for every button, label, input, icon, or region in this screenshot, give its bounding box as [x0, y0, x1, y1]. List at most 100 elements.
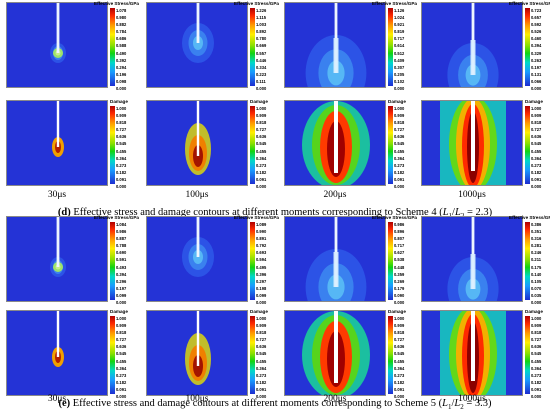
colorbar [388, 8, 393, 86]
colorbar-tick-label: 0.197 [116, 285, 127, 291]
colorbar-tick-label: 1.000 [256, 106, 267, 111]
colorbar-title: Effective Stress/GPa [509, 1, 550, 6]
colorbar-tick-label: 0.000 [256, 184, 267, 190]
colorbar-tick-label: 0.723 [531, 8, 542, 13]
colorbar-tick-label: 0.986 [394, 222, 405, 227]
colorbar-tick-label: 0.493 [116, 264, 127, 270]
damage-plot [6, 100, 108, 186]
colorbar-ticks: 1.000 0.909 0.818 0.727 0.636 0.545 0.455 0.364… [531, 105, 550, 189]
colorbar-title: Damage [250, 309, 268, 314]
colorbar-ticks: 1.000 0.909 0.818 0.727 0.636 0.545 0.455 0.364… [394, 315, 414, 399]
colorbar-tick-label: 0.727 [256, 337, 267, 343]
colorbar-tick-label: 0.657 [531, 15, 542, 21]
colorbar-tick-label: 0.297 [256, 278, 267, 284]
colorbar-tick-label: 0.545 [116, 141, 127, 147]
damage-panel: Damage 1.000 0.909 0.818 0.727 0.636 0.545 0.45… [6, 309, 134, 399]
caption-sub1: 1 [447, 403, 452, 412]
time-label: 200μs [323, 190, 347, 200]
colorbar-tick-label: 0.351 [531, 229, 542, 235]
colorbar-tick-label: 0.980 [116, 15, 127, 21]
colorbar-tick-label: 0.205 [394, 71, 405, 77]
damage-plot [421, 310, 523, 396]
caption-slash: / [451, 398, 455, 409]
colorbar-tick-label: 0.000 [394, 184, 405, 190]
damage-panel: Damage 1.000 0.909 0.818 0.727 0.636 0.545 0.45… [421, 309, 549, 399]
colorbar-tick-label: 1.000 [394, 316, 405, 321]
colorbar-title: Effective Stress/GPa [234, 215, 279, 220]
colorbar-tick-label: 0.788 [116, 243, 127, 249]
stress-contour-image [422, 217, 522, 301]
colorbar-tick-label: 0.545 [116, 351, 127, 357]
colorbar-tick-label: 0.455 [256, 148, 267, 154]
colorbar-tick-label: 0.455 [394, 358, 405, 364]
stress-panel: Effective Stress/GPa 0.986 0.896 0.807 0.717… [284, 215, 417, 305]
colorbar [525, 106, 530, 184]
colorbar-tick-label: 0.000 [531, 394, 542, 400]
colorbar-tick-label: 1.078 [116, 8, 127, 13]
colorbar [110, 222, 115, 300]
colorbar-tick-label: 0.545 [256, 141, 267, 147]
stress-panel: Effective Stress/GPa 0.723 0.657 0.592 0.526… [421, 1, 550, 91]
colorbar-tick-label: 0.446 [256, 57, 267, 63]
stress-contour-image [147, 3, 247, 87]
stress-panel: Effective Stress/GPa 1.126 1.024 0.921 0.819… [284, 1, 417, 91]
colorbar-tick-label: 0.669 [256, 43, 267, 49]
stress-contour-image [147, 217, 247, 301]
colorbar-ticks: 0.723 0.657 0.592 0.526 0.460 0.394 0.329 0.263… [531, 7, 550, 91]
colorbar-tick-label: 0.892 [256, 29, 267, 35]
colorbar-tick-label: 0.614 [394, 43, 405, 49]
colorbar-tick-label: 0.175 [531, 264, 542, 270]
damage-contour-image [7, 101, 107, 185]
colorbar-tick-label: 0.818 [531, 120, 542, 126]
colorbar-tick-label: 0.182 [394, 169, 405, 175]
colorbar-tick-label: 0.636 [531, 344, 542, 350]
colorbar-tick-label: 0.717 [394, 36, 405, 42]
colorbar-tick-label: 0.000 [256, 300, 267, 306]
colorbar-tick-label: 0.211 [531, 257, 542, 263]
damage-plot [146, 100, 248, 186]
colorbar-title: Damage [525, 99, 543, 104]
colorbar-tick-label: 0.636 [116, 344, 127, 350]
colorbar-tick-label: 0.182 [116, 169, 127, 175]
colorbar-tick-label: 0.198 [256, 285, 267, 291]
damage-plot [146, 310, 248, 396]
damage-panel: Damage 1.000 0.909 0.818 0.727 0.636 0.545 0.45… [146, 99, 274, 189]
colorbar-title: Effective Stress/GPa [94, 215, 139, 220]
colorbar-tick-label: 0.091 [116, 386, 127, 392]
colorbar-tick-label: 0.545 [394, 351, 405, 357]
colorbar-tick-label: 0.000 [256, 394, 267, 400]
colorbar-tick-label: 0.000 [394, 394, 405, 400]
colorbar-tick-label: 0.000 [394, 86, 405, 92]
colorbar-tick-label: 1.000 [116, 106, 127, 111]
colorbar-tick-label: 0.364 [394, 155, 405, 161]
colorbar-tick-label: 0.000 [116, 86, 127, 92]
colorbar-tick-label: 1.000 [116, 316, 127, 321]
colorbar-tick-label: 0.035 [531, 292, 542, 298]
colorbar [525, 222, 530, 300]
colorbar-tick-label: 0.246 [531, 250, 542, 256]
colorbar-tick-label: 0.182 [256, 379, 267, 385]
colorbar-title: Effective Stress/GPa [372, 215, 417, 220]
colorbar-tick-label: 0.091 [116, 176, 127, 182]
colorbar-tick-label: 0.887 [116, 236, 127, 242]
colorbar [525, 8, 530, 86]
caption-value: = 3.3) [463, 398, 492, 409]
colorbar-ticks: 1.226 1.115 1.003 0.892 0.780 0.669 0.557 0.446… [256, 7, 276, 91]
stress-plot [146, 2, 248, 88]
colorbar-tick-label: 0.780 [256, 36, 267, 42]
time-label: 1000μs [458, 394, 486, 404]
colorbar-tick-label: 0.636 [256, 134, 267, 140]
colorbar-tick-label: 1.003 [256, 22, 267, 28]
colorbar-tick-label: 0.909 [256, 113, 267, 119]
colorbar-tick-label: 0.273 [394, 372, 405, 378]
damage-contour-image [147, 101, 247, 185]
caption-l2: L [454, 207, 461, 218]
colorbar-title: Damage [525, 309, 543, 314]
caption-sub2: 2 [460, 403, 464, 412]
damage-plot [6, 310, 108, 396]
colorbar-tick-label: 0.263 [531, 57, 542, 63]
colorbar-tick-label: 0.273 [256, 372, 267, 378]
colorbar-tick-label: 0.636 [256, 344, 267, 350]
colorbar-tick-label: 0.717 [394, 243, 405, 249]
colorbar-tick-label: 0.455 [116, 148, 127, 154]
